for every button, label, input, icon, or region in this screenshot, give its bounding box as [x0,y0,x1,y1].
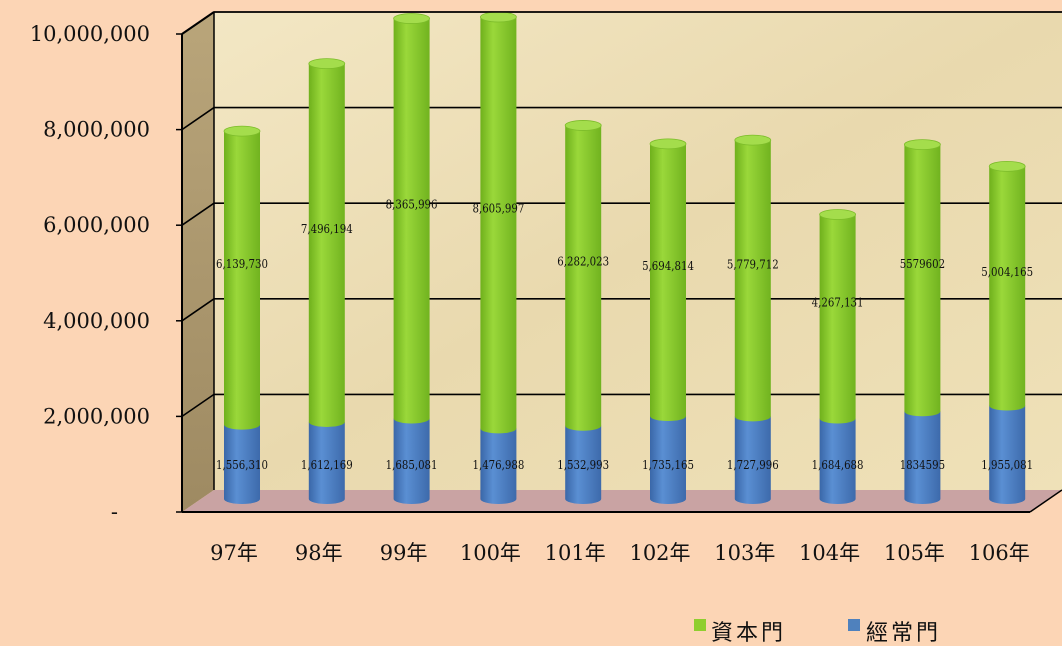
x-tick-label: 99年 [380,541,428,565]
legend-label-capital: 資本門 [711,621,786,646]
y-tick-label: 6,000,000 [43,213,150,237]
x-tick-label: 102年 [629,541,690,565]
bar-segment-recurrent [393,418,430,504]
data-label-capital: 8,365,996 [386,198,438,212]
bar-top-cap [223,125,261,137]
bar-top-cap [734,134,772,146]
legend-swatch-recurrent [848,619,860,631]
data-label-recurrent: 1,532,993 [557,458,609,472]
data-label-capital: 7,496,194 [301,222,353,236]
y-tick-label: 2,000,000 [43,404,150,428]
bar-segment-capital [480,17,517,434]
data-label-capital: 6,139,730 [216,257,268,271]
side-wall [182,12,214,512]
bar-segment-recurrent [480,428,517,504]
bar-top-cap [904,139,941,151]
data-label-capital: 8,605,997 [472,202,524,216]
x-tick-label: 105年 [884,541,945,565]
data-label-recurrent: 1834595 [900,458,945,472]
y-tick-label: 10,000,000 [30,22,150,46]
data-label-capital: 5,779,712 [727,257,779,271]
x-tick-label: 106年 [969,541,1030,565]
x-tick-label: 97年 [210,541,258,565]
data-label-recurrent: 1,684,688 [812,458,864,472]
bar-segment-capital [734,140,771,422]
x-tick-label: 104年 [799,541,860,565]
bar-top-cap [649,138,687,150]
legend-label-recurrent: 經常門 [866,621,941,646]
bar-segment-capital [224,131,260,430]
bar-segment-capital [650,143,686,422]
bar-segment-capital [904,144,941,417]
legend: 資本門 經常門 [694,619,941,646]
data-label-capital: 6,282,023 [557,255,609,269]
bars: 1,556,310 6,139,730 1,612,169 7,496,194 1,68… [216,11,1033,504]
data-label-capital: 4,267,131 [812,296,864,310]
bar-segment-capital [819,214,856,424]
y-axis: - 2,000,000 4,000,000 6,000,000 8,000,000 10,… [30,22,182,524]
bar-segment-recurrent [650,416,686,504]
data-label-recurrent: 1,685,081 [386,458,438,472]
x-tick-label: 103年 [714,541,775,565]
y-tick-label: - [111,500,118,524]
x-tick-label: 101年 [545,541,606,565]
data-label-recurrent: 1,735,165 [642,458,694,472]
bar-segment-capital [393,18,430,424]
bar-segment-recurrent [819,418,856,504]
bar-segment-recurrent [308,421,345,504]
legend-swatch-capital [694,619,706,631]
bar-top-cap [479,11,517,23]
x-tick-label: 98年 [295,541,343,565]
bar-segment-capital [989,166,1026,411]
bar-segment-recurrent [904,411,941,504]
data-label-recurrent: 1,727,996 [727,458,779,472]
data-label-capital: 5579602 [900,257,945,271]
x-axis: 97年 98年 99年 100年 101年 102年 103年 104年 105年 106年 [210,541,1030,565]
bar-top-cap [393,13,431,24]
y-tick-label: 8,000,000 [43,118,150,142]
data-label-recurrent: 1,556,310 [216,458,268,472]
bar-segment-capital [308,63,345,427]
bar-segment-recurrent [989,405,1026,504]
bar-top-cap [988,160,1026,172]
bar-top-cap [819,209,856,220]
bar-segment-recurrent [734,416,771,504]
bar-top-cap [564,120,602,131]
bar-segment-recurrent [224,424,260,504]
data-label-recurrent: 1,955,081 [981,458,1033,472]
bar-segment-capital [565,125,602,431]
y-tick-label: 4,000,000 [43,309,150,333]
bar-segment-recurrent [565,425,602,504]
top-edge [181,11,215,35]
bar-top-cap [308,58,346,70]
data-label-capital: 5,694,814 [642,259,694,273]
floor-right-edge [1029,489,1062,513]
data-label-recurrent: 1,612,169 [301,458,353,472]
data-label-capital: 5,004,165 [981,265,1033,279]
data-label-recurrent: 1,476,988 [472,458,524,472]
x-tick-label: 100年 [460,541,521,565]
